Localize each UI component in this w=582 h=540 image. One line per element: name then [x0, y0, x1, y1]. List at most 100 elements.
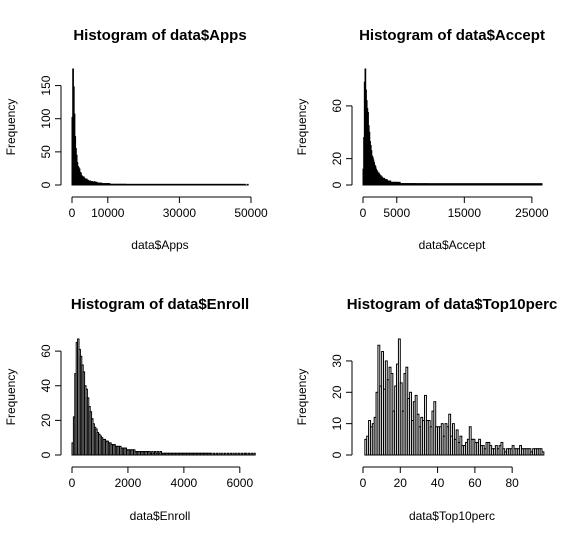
bars-group	[362, 68, 543, 186]
histogram-bar	[504, 183, 507, 186]
histogram-bar	[199, 183, 202, 186]
histogram-bar	[156, 183, 159, 186]
histogram-bar	[168, 183, 170, 186]
y-tick-label: 100	[39, 108, 53, 128]
histogram-bar	[129, 183, 132, 186]
histogram-bar	[470, 183, 473, 186]
histogram-bar	[247, 452, 251, 456]
histogram-bar	[451, 183, 454, 186]
histogram-bar	[216, 183, 219, 186]
histogram-bar	[130, 183, 133, 186]
histogram-bar	[209, 183, 212, 186]
histogram-bar	[235, 452, 238, 456]
histogram-bar	[236, 183, 239, 186]
y-tick-label: 40	[39, 379, 53, 393]
histogram-bar	[205, 183, 208, 186]
histogram-bar	[172, 183, 175, 186]
histogram-bar	[459, 183, 462, 186]
histogram-bar	[162, 183, 165, 186]
histogram-bar	[444, 183, 447, 186]
histogram-bar	[211, 183, 213, 186]
histogram-bar	[530, 183, 532, 186]
histogram-bar	[222, 183, 225, 186]
y-tick-label: 20	[330, 385, 344, 399]
histogram-bar	[428, 183, 431, 186]
histogram-bar	[235, 183, 238, 186]
histogram-bar	[169, 183, 172, 186]
histogram-bar	[173, 183, 176, 186]
histogram-bar	[239, 183, 242, 186]
x-axis-label: data$Enroll	[130, 509, 191, 523]
histogram-bar	[462, 183, 465, 186]
histogram-bar	[474, 183, 477, 186]
histogram-bar	[221, 183, 223, 186]
histogram-bar	[436, 183, 439, 186]
histogram-bar	[431, 183, 434, 186]
histogram-bar	[525, 183, 528, 186]
histogram-bar	[425, 183, 428, 186]
histogram-bar	[534, 183, 536, 186]
histogram-bar	[193, 183, 196, 186]
x-tick-label: 50000	[234, 206, 268, 220]
histogram-bar	[515, 183, 517, 186]
histogram-bar	[541, 451, 545, 456]
histogram-bar	[146, 183, 149, 186]
histogram-bar	[241, 183, 243, 186]
histogram-bar	[498, 183, 501, 186]
histogram-bar	[421, 183, 424, 186]
bars-group	[71, 338, 256, 456]
histogram-bar	[528, 183, 531, 186]
histogram-bar	[493, 183, 496, 186]
histogram-bar	[206, 183, 209, 186]
histogram-bar	[466, 183, 469, 186]
histogram-bar	[142, 183, 145, 186]
histogram-bar	[494, 183, 497, 186]
histogram-bar	[527, 183, 530, 186]
histogram-bar	[185, 183, 188, 186]
histogram-bar	[435, 183, 438, 186]
histogram-bar	[443, 183, 446, 186]
histogram-bar	[471, 183, 474, 186]
x-tick-label: 0	[69, 206, 76, 220]
histogram-bar	[531, 183, 534, 186]
histogram-bar	[140, 183, 143, 186]
histogram-bar	[439, 183, 442, 186]
x-axis-label: data$Apps	[131, 238, 188, 252]
x-tick-label: 2000	[115, 476, 142, 490]
y-tick-label: 50	[39, 145, 53, 159]
histogram-bar	[453, 183, 455, 186]
histogram-bar	[511, 183, 513, 186]
histogram-top10perc: Histogram of data$Top10perc data$Top10pe…	[295, 296, 557, 523]
chart-title: Histogram of data$Enroll	[71, 296, 249, 313]
histogram-bar	[244, 452, 248, 456]
histogram-bar	[482, 183, 485, 186]
histogram-bar	[507, 183, 509, 186]
histogram-bar	[203, 183, 206, 186]
histogram-bar	[246, 183, 249, 186]
histogram-bar	[478, 183, 481, 186]
histogram-bar	[481, 183, 484, 186]
histogram-bar	[465, 183, 467, 186]
histogram-bar	[150, 183, 153, 186]
histogram-bar	[519, 183, 521, 186]
histogram-bar	[133, 183, 136, 186]
histogram-bar	[152, 183, 155, 186]
histogram-bar	[145, 183, 147, 186]
histogram-bar	[218, 452, 221, 456]
y-tick-label: 0	[39, 181, 53, 188]
histogram-bar	[509, 183, 512, 186]
histogram-bar	[486, 183, 489, 186]
histogram-bar	[496, 183, 498, 186]
bars-group	[364, 338, 545, 456]
histogram-bar	[225, 183, 228, 186]
histogram-bar	[231, 183, 233, 186]
histogram-bar	[523, 183, 525, 186]
histogram-bar	[532, 183, 535, 186]
histogram-bar	[125, 183, 127, 186]
histogram-bar	[176, 183, 179, 186]
histogram-bar	[178, 183, 180, 186]
y-axis-label: Frequency	[295, 99, 309, 156]
histogram-bar	[212, 183, 215, 186]
histogram-bar	[221, 452, 224, 456]
